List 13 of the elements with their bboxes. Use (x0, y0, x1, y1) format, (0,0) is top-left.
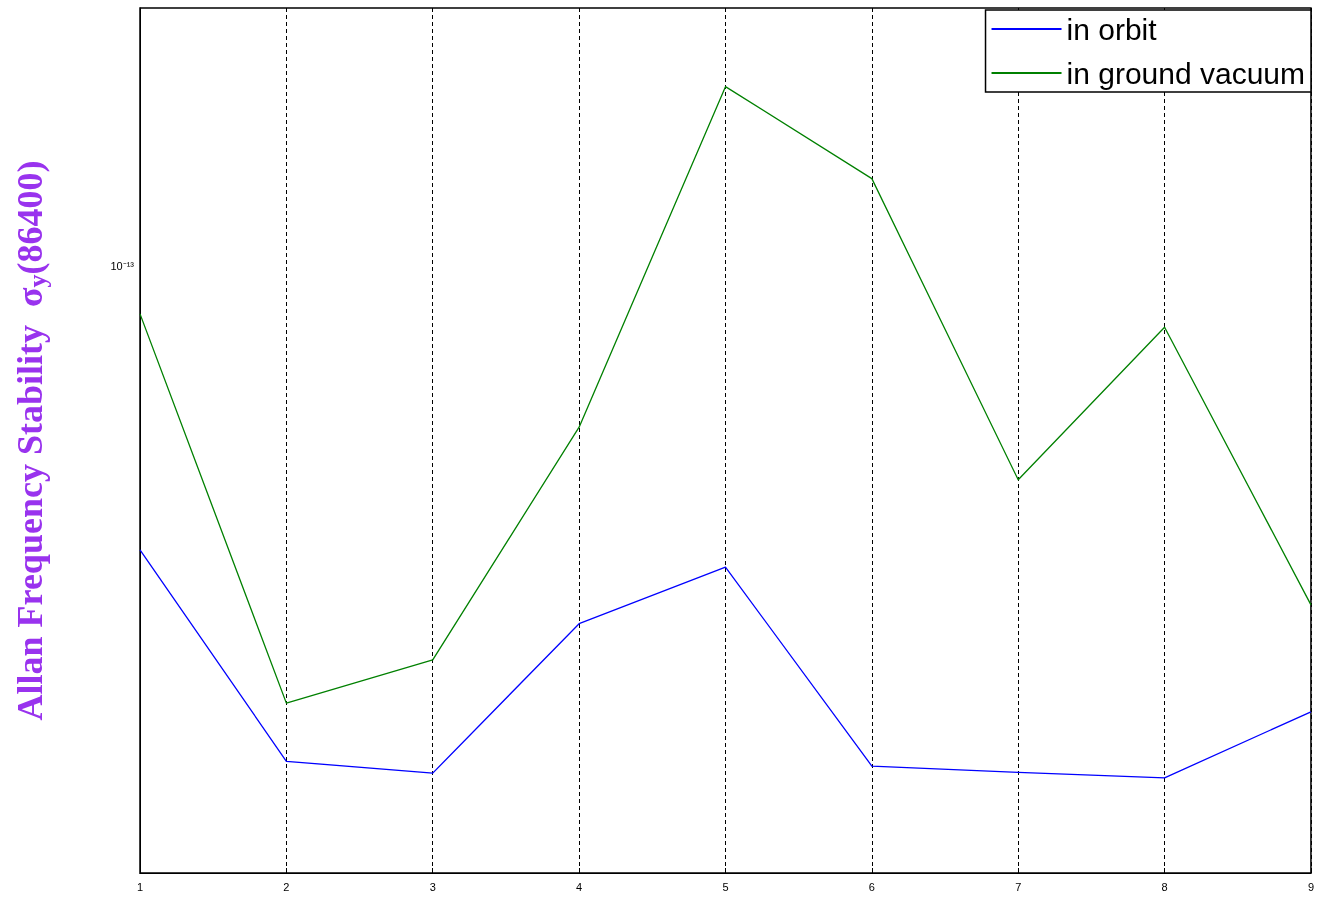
x-tick-label: 9 (1307, 880, 1314, 893)
x-tick-label: 1 (136, 880, 144, 893)
x-tick-label: 2 (283, 880, 290, 893)
x-tick-label: 4 (576, 880, 583, 893)
x-tick-label: 6 (868, 880, 875, 893)
legend-label: in ground vacuum (1066, 56, 1306, 90)
x-tick-label: 3 (429, 880, 436, 893)
y-axis-title: Allan Frequency Stability σy(86400) (10, 160, 52, 721)
x-tick-label: 5 (722, 880, 729, 893)
text: 10⁻¹³ (110, 259, 135, 272)
x-tick-label: 7 (1015, 880, 1022, 893)
legend-label: in orbit (1066, 12, 1158, 46)
x-tick-label: 8 (1161, 880, 1168, 893)
